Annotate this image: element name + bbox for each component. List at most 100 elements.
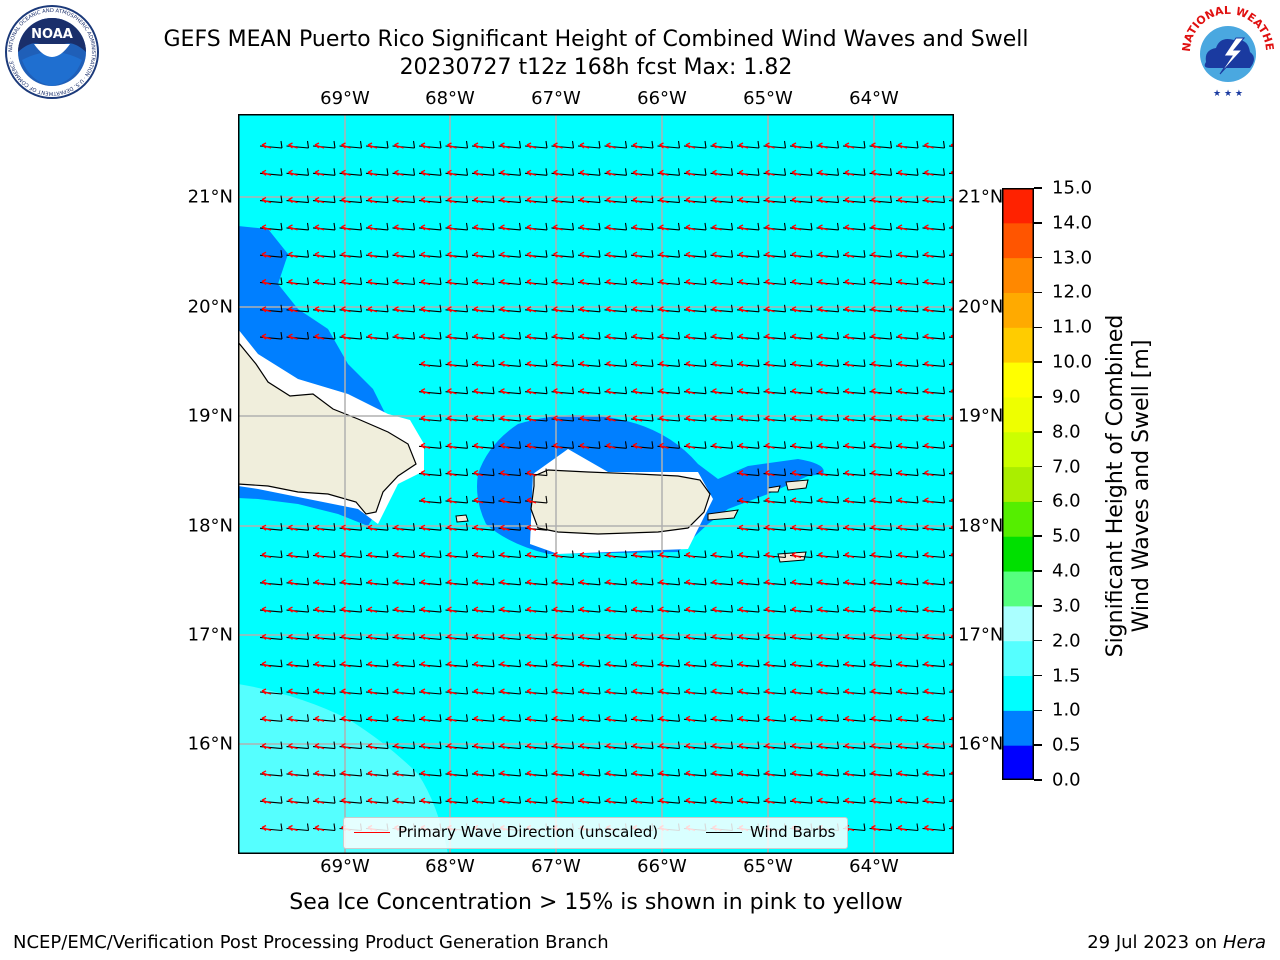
wave-arrow	[447, 388, 457, 395]
hispaniola-land	[238, 341, 417, 515]
lon-label-bottom: 69°W	[320, 856, 370, 877]
wave-arrow	[685, 224, 696, 231]
wave-arrow	[738, 770, 749, 777]
wave-arrow	[897, 197, 908, 204]
wave-arrow	[871, 743, 881, 750]
wave-direction-arrows	[261, 142, 954, 832]
wave-arrow	[420, 715, 431, 722]
wave-arrow	[844, 551, 855, 559]
wave-arrow	[526, 278, 537, 286]
wave-arrow	[844, 743, 855, 750]
wave-arrow	[261, 661, 272, 668]
wave-arrow	[791, 169, 802, 176]
wave-arrow	[288, 770, 298, 777]
wave-arrow	[685, 388, 696, 395]
wave-arrow	[526, 633, 537, 641]
wave-arrow	[394, 524, 404, 531]
wave-arrow	[871, 278, 881, 286]
wave-arrow	[553, 306, 563, 313]
wave-arrow	[924, 360, 934, 368]
wave-arrow	[659, 442, 669, 449]
wave-arrow	[447, 197, 457, 204]
south-light-band	[238, 684, 448, 854]
wave-arrow	[526, 169, 537, 176]
wave-arrow	[632, 142, 643, 149]
wave-arrow	[553, 169, 563, 176]
lat-label-left: 16°N	[187, 733, 233, 755]
wave-arrow	[765, 415, 775, 422]
wave-arrow	[367, 797, 378, 804]
wave-arrow	[447, 224, 457, 231]
wave-arrow	[632, 197, 643, 204]
wave-arrow	[791, 197, 802, 204]
puerto-rico-land	[530, 469, 711, 535]
wave-arrow	[765, 388, 775, 395]
legend-wind-item: Wind Barbs	[706, 823, 835, 841]
wave-arrow	[818, 333, 828, 340]
wave-arrow	[341, 743, 351, 750]
wave-arrow	[659, 415, 669, 422]
wave-arrow	[897, 661, 908, 668]
wave-arrow	[659, 197, 669, 204]
wave-arrow	[738, 579, 749, 586]
wave-arrow	[553, 251, 563, 258]
wave-arrow	[420, 797, 431, 804]
wave-arrow	[606, 197, 616, 204]
colorbar-bin	[1002, 292, 1034, 328]
wave-arrow	[712, 169, 722, 176]
wave-arrow	[765, 633, 775, 641]
wave-arrow	[367, 333, 378, 340]
lon-label-top: 65°W	[743, 88, 793, 109]
wave-arrow	[314, 306, 325, 313]
wave-arrow	[261, 142, 272, 149]
wave-arrow	[473, 306, 484, 313]
wave-arrow	[447, 770, 457, 777]
wave-arrow	[871, 661, 881, 668]
wave-arrow	[897, 333, 908, 340]
wave-arrow	[606, 551, 616, 559]
wave-arrow	[314, 606, 325, 613]
wave-arrow	[924, 333, 934, 340]
wave-arrow	[844, 306, 855, 313]
wave-arrow	[288, 278, 298, 286]
wave-arrow	[712, 278, 722, 286]
wave-arrow	[526, 688, 537, 695]
wave-arrow	[897, 360, 908, 368]
wave-arrow	[871, 824, 881, 832]
wave-arrow	[261, 606, 272, 613]
wave-arrow	[447, 415, 457, 422]
wave-arrow	[924, 224, 934, 231]
colorbar-frame	[1002, 188, 1034, 780]
wave-arrow	[924, 797, 934, 804]
wave-arrow	[818, 415, 828, 422]
wave-arrow	[871, 606, 881, 613]
wave-arrow	[447, 661, 457, 668]
wave-arrow	[553, 797, 563, 804]
wave-arrow	[685, 306, 696, 313]
wave-arrow	[261, 224, 272, 231]
wave-arrow	[924, 524, 934, 531]
wave-arrow	[288, 688, 298, 695]
wave-arrow	[500, 551, 510, 559]
wave-arrow	[659, 579, 669, 586]
wave-arrow	[261, 306, 272, 313]
wave-arrow	[659, 278, 669, 286]
wave-arrow	[924, 661, 934, 668]
wave-arrow	[818, 470, 828, 477]
wave-arrow	[394, 797, 404, 804]
wave-arrow	[924, 633, 934, 641]
wave-arrow	[738, 224, 749, 231]
wave-arrow	[447, 606, 457, 613]
footer-host: Hera	[1222, 932, 1266, 953]
wave-arrow	[685, 770, 696, 777]
wave-arrow	[341, 688, 351, 695]
wave-arrow	[553, 278, 563, 286]
wave-arrow	[420, 524, 431, 531]
wave-arrow	[685, 797, 696, 804]
wave-arrow	[659, 688, 669, 695]
wave-arrow	[526, 333, 537, 340]
wave-arrow	[500, 633, 510, 641]
wave-arrow	[394, 224, 404, 231]
wave-arrow	[897, 278, 908, 286]
wave-arrow	[579, 743, 590, 750]
